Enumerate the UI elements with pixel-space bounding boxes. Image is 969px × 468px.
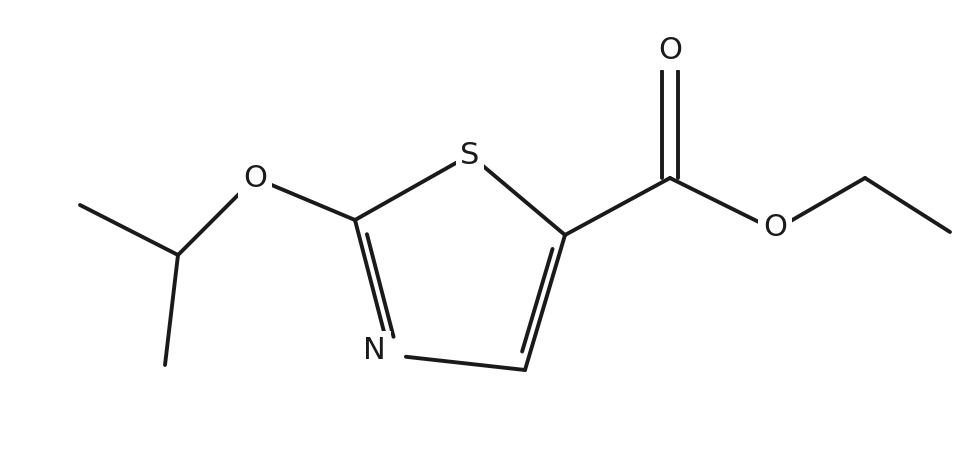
- Text: S: S: [460, 141, 480, 170]
- Text: O: O: [763, 213, 786, 242]
- Text: O: O: [657, 36, 681, 65]
- Text: O: O: [243, 164, 266, 193]
- Text: N: N: [362, 336, 386, 365]
